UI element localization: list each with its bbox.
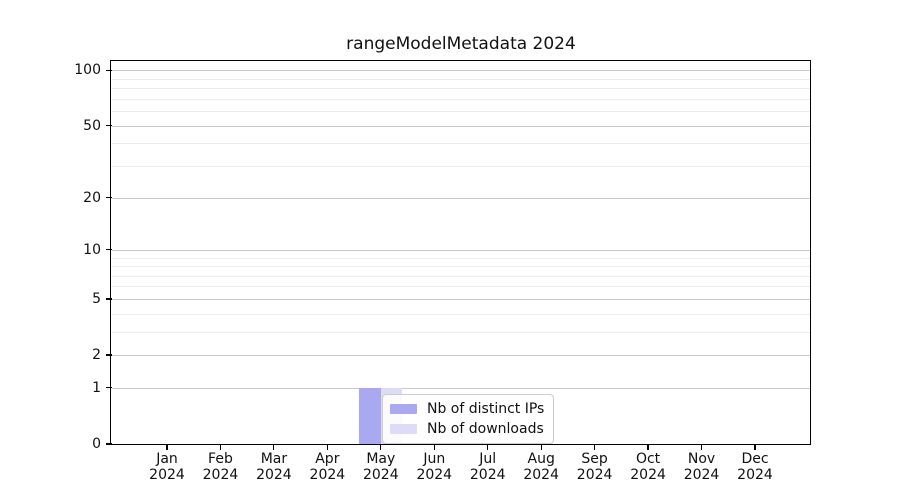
- y-tick-label: 1: [92, 379, 101, 396]
- x-tick-label-year: 2024: [362, 467, 399, 483]
- x-tick-label: Nov 2024: [662, 451, 742, 483]
- gridline-minor: [112, 257, 810, 259]
- x-tick-label-month: May: [366, 451, 396, 467]
- gridline-minor: [112, 165, 810, 167]
- legend-swatch-icon: [390, 424, 417, 434]
- x-tick-label: Mar 2024: [234, 451, 314, 483]
- gridline-major: [112, 125, 810, 127]
- x-tick-label-year: 2024: [683, 467, 720, 483]
- y-tick-label: 0: [92, 436, 101, 452]
- x-tick-mark: [647, 444, 649, 450]
- legend-item: Nb of distinct IPs: [390, 399, 544, 419]
- y-tick-mark: [106, 69, 112, 71]
- chart-title: rangeModelMetadata 2024: [346, 34, 576, 54]
- x-tick-label: May 2024: [341, 451, 421, 483]
- y-tick-label: 10: [83, 241, 101, 258]
- gridline-major: [112, 387, 810, 389]
- gridline-minor: [112, 111, 810, 113]
- x-tick-label-month: Apr: [315, 451, 340, 467]
- x-tick-label-month: Oct: [635, 451, 661, 467]
- y-tick-mark: [106, 387, 112, 389]
- gridline-minor: [112, 275, 810, 277]
- bar-nb-of-distinct-ips: [359, 387, 381, 444]
- gridline-minor: [112, 98, 810, 100]
- x-tick-mark: [487, 444, 489, 450]
- y-tick-mark: [106, 196, 112, 199]
- x-tick-mark: [700, 444, 703, 450]
- x-tick-label: Feb 2024: [180, 451, 260, 483]
- x-tick-label-year: 2024: [469, 467, 506, 483]
- gridline-minor: [112, 331, 810, 333]
- x-tick-label-month: Nov: [687, 451, 716, 467]
- legend-label: Nb of downloads: [427, 421, 544, 437]
- gridline-minor: [112, 286, 810, 288]
- x-tick-mark: [433, 444, 435, 450]
- x-tick-label: Oct 2024: [608, 451, 688, 483]
- y-tick-label: 100: [74, 62, 101, 79]
- x-tick-label-year: 2024: [149, 467, 185, 483]
- x-tick-label-year: 2024: [523, 467, 559, 483]
- y-tick-label: 5: [92, 290, 101, 307]
- x-tick-label-month: Aug: [527, 451, 555, 467]
- x-tick-mark: [594, 444, 596, 450]
- x-tick-mark: [326, 444, 328, 450]
- x-tick-label-year: 2024: [737, 467, 773, 483]
- y-tick-mark: [106, 125, 112, 127]
- legend-label: Nb of distinct IPs: [427, 401, 545, 417]
- x-tick-label-year: 2024: [202, 467, 239, 483]
- gridline-major: [112, 355, 810, 357]
- gridline-minor: [112, 88, 810, 90]
- gridline-major: [112, 70, 810, 72]
- y-tick-mark: [106, 249, 112, 251]
- gridline-minor: [112, 266, 810, 268]
- x-tick-label: Jan 2024: [127, 451, 207, 483]
- x-tick-label-month: Jul: [479, 451, 497, 467]
- x-tick-label-month: Sep: [581, 451, 608, 467]
- x-tick-mark: [166, 444, 168, 450]
- y-tick-mark: [106, 298, 112, 300]
- x-tick-mark: [380, 444, 382, 450]
- x-tick-mark: [273, 444, 275, 450]
- gridline-minor: [112, 313, 810, 315]
- x-tick-label-year: 2024: [416, 467, 453, 483]
- x-tick-label: Sep 2024: [555, 451, 635, 483]
- plot-area: [112, 62, 810, 444]
- x-tick-label-month: Jan: [156, 451, 178, 467]
- gridline-major: [112, 249, 810, 251]
- x-tick-label-month: Feb: [208, 451, 233, 467]
- x-tick-label: Apr 2024: [287, 451, 367, 483]
- x-tick-label: Dec 2024: [715, 451, 795, 483]
- y-tick-mark: [106, 354, 112, 356]
- gridline-minor: [112, 143, 810, 145]
- x-tick-label: Jun 2024: [394, 451, 474, 483]
- y-tick-label: 2: [92, 347, 101, 364]
- x-tick-label: Aug 2024: [501, 451, 581, 483]
- x-tick-label-year: 2024: [576, 467, 613, 483]
- x-tick-mark: [754, 444, 756, 450]
- x-tick-label-month: Jun: [423, 451, 446, 467]
- legend-swatch-icon: [390, 404, 417, 414]
- x-tick-mark: [540, 444, 542, 450]
- x-tick-mark: [219, 444, 222, 450]
- legend-item: Nb of downloads: [390, 419, 544, 439]
- y-tick-mark: [106, 443, 112, 445]
- x-tick-label-year: 2024: [256, 467, 292, 483]
- y-tick-label: 50: [83, 117, 101, 134]
- x-tick-label-month: Dec: [741, 451, 769, 467]
- x-tick-label-year: 2024: [309, 467, 346, 483]
- gridline-major: [112, 298, 810, 300]
- x-tick-label-month: Mar: [260, 451, 288, 467]
- y-tick-label: 20: [83, 189, 101, 206]
- gridline-minor: [112, 78, 810, 80]
- gridline-major: [112, 197, 810, 199]
- x-tick-label: Jul 2024: [448, 451, 528, 483]
- legend: Nb of distinct IPs Nb of downloads: [382, 394, 555, 444]
- x-tick-label-year: 2024: [630, 467, 666, 483]
